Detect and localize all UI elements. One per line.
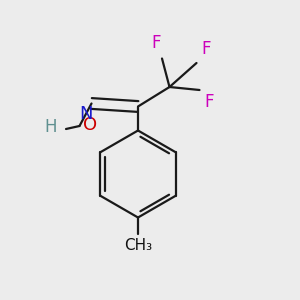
Text: F: F xyxy=(201,40,211,58)
Text: F: F xyxy=(204,93,214,111)
Text: F: F xyxy=(151,34,160,52)
Text: CH₃: CH₃ xyxy=(124,238,152,253)
Text: H: H xyxy=(44,118,57,136)
Text: O: O xyxy=(82,116,97,134)
Text: N: N xyxy=(80,105,93,123)
